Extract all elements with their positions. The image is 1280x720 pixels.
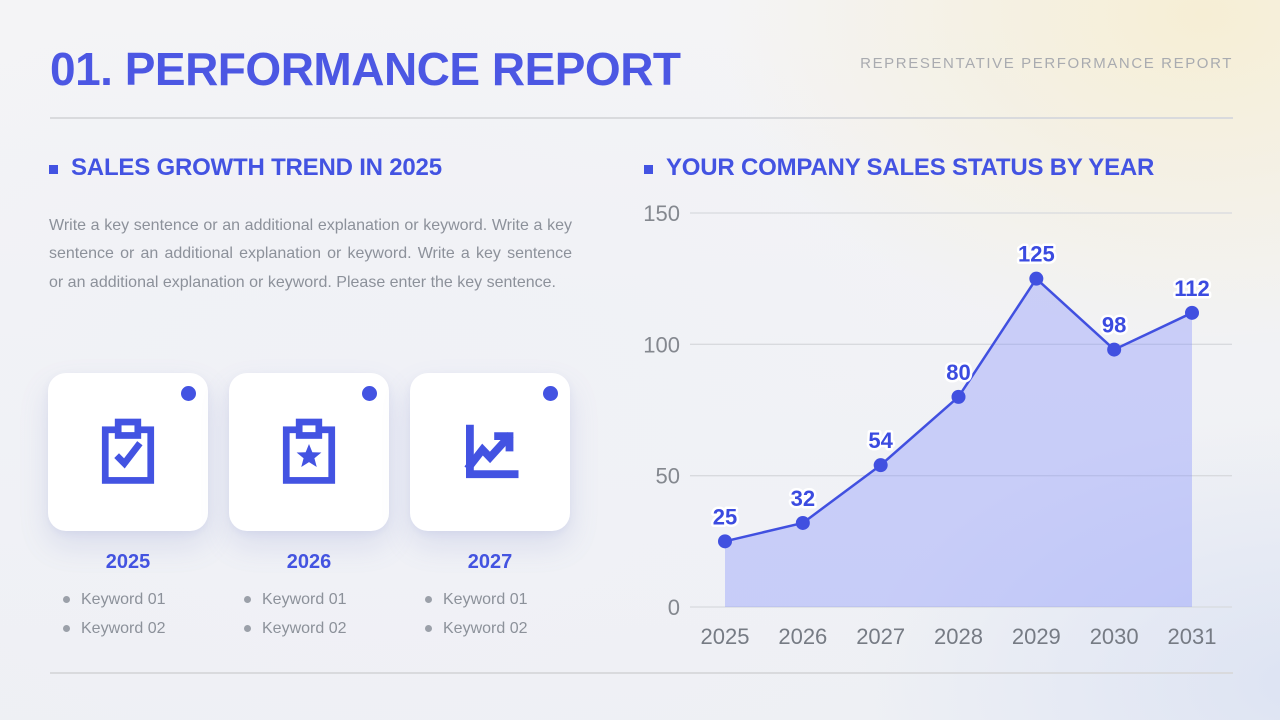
dot-bullet-icon bbox=[244, 596, 251, 603]
svg-text:150: 150 bbox=[643, 201, 680, 226]
card-year-label: 2027 bbox=[467, 551, 513, 573]
keyword-item: Keyword 02 bbox=[244, 614, 389, 643]
svg-text:2026: 2026 bbox=[778, 624, 827, 649]
svg-text:125: 125 bbox=[1018, 242, 1055, 267]
sales-chart-container: 0 50 100 150 25 32 54 80 125 98 112 2025 2026 2027 202… bbox=[640, 195, 1240, 655]
dot-bullet-icon bbox=[425, 596, 432, 603]
page-title: 01. PERFORMANCE REPORT bbox=[50, 43, 681, 95]
keyword-label: Keyword 02 bbox=[81, 619, 166, 637]
svg-text:0: 0 bbox=[668, 595, 680, 620]
keyword-label: Keyword 02 bbox=[443, 619, 528, 637]
intro-paragraph: Write a key sentence or an additional ex… bbox=[49, 217, 572, 291]
svg-text:25: 25 bbox=[713, 504, 737, 529]
keyword-item: Keyword 02 bbox=[425, 614, 570, 643]
clipboard-check-icon bbox=[101, 418, 155, 484]
sales-chart: 0 50 100 150 25 32 54 80 125 98 112 2025 2026 2027 202… bbox=[643, 201, 1232, 649]
year-cards-row: 2025 Keyword 01 Keyword 02 2026 Keyword … bbox=[48, 373, 570, 643]
trend-chart-icon bbox=[464, 424, 519, 479]
keyword-label: Keyword 02 bbox=[262, 619, 347, 637]
card-2027 bbox=[410, 373, 570, 531]
keyword-item: Keyword 01 bbox=[63, 585, 208, 614]
year-card-2027: 2027 Keyword 01 Keyword 02 bbox=[410, 373, 570, 643]
keyword-list: Keyword 01 Keyword 02 bbox=[48, 585, 208, 643]
left-section-heading: SALES GROWTH TREND IN 2025 bbox=[49, 154, 442, 182]
right-heading-label: YOUR COMPANY SALES STATUS BY YEAR bbox=[666, 154, 1155, 181]
square-bullet-icon bbox=[49, 164, 58, 174]
square-bullet-icon bbox=[644, 164, 653, 174]
dot-bullet-icon bbox=[63, 625, 70, 632]
card-year-label: 2025 bbox=[105, 551, 151, 573]
card-2026 bbox=[229, 373, 389, 531]
keyword-item: Keyword 01 bbox=[244, 585, 389, 614]
svg-text:100: 100 bbox=[643, 332, 680, 357]
keyword-label: Keyword 01 bbox=[262, 590, 347, 608]
svg-text:54: 54 bbox=[868, 428, 893, 453]
year-card-2026: 2026 Keyword 01 Keyword 02 bbox=[229, 373, 389, 643]
svg-text:50: 50 bbox=[656, 464, 680, 489]
svg-text:2027: 2027 bbox=[856, 624, 905, 649]
left-heading-label: SALES GROWTH TREND IN 2025 bbox=[71, 154, 442, 181]
keyword-label: Keyword 01 bbox=[81, 590, 166, 608]
card-2025 bbox=[48, 373, 208, 531]
svg-text:2029: 2029 bbox=[1012, 624, 1061, 649]
dot-bullet-icon bbox=[244, 625, 251, 632]
dot-bullet-icon bbox=[425, 625, 432, 632]
card-dot bbox=[362, 386, 377, 401]
header-subtitle: REPRESENTATIVE PERFORMANCE REPORT bbox=[860, 55, 1233, 72]
keyword-list: Keyword 01 Keyword 02 bbox=[410, 585, 570, 643]
svg-text:80: 80 bbox=[946, 360, 970, 385]
keyword-item: Keyword 01 bbox=[425, 585, 570, 614]
svg-text:2030: 2030 bbox=[1090, 624, 1139, 649]
keyword-list: Keyword 01 Keyword 02 bbox=[229, 585, 389, 643]
svg-text:98: 98 bbox=[1102, 313, 1126, 338]
year-card-2025: 2025 Keyword 01 Keyword 02 bbox=[48, 373, 208, 643]
svg-text:112: 112 bbox=[1174, 276, 1210, 301]
dot-bullet-icon bbox=[63, 596, 70, 603]
svg-text:2028: 2028 bbox=[934, 624, 983, 649]
right-section-heading: YOUR COMPANY SALES STATUS BY YEAR bbox=[644, 154, 1154, 182]
keyword-item: Keyword 02 bbox=[63, 614, 208, 643]
svg-text:2025: 2025 bbox=[701, 624, 750, 649]
card-dot bbox=[543, 386, 558, 401]
svg-text:32: 32 bbox=[791, 486, 815, 511]
card-dot bbox=[181, 386, 196, 401]
svg-text:2031: 2031 bbox=[1168, 624, 1217, 649]
clipboard-star-icon bbox=[282, 418, 336, 484]
top-divider bbox=[50, 117, 1233, 119]
card-year-label: 2026 bbox=[286, 551, 332, 573]
bottom-divider bbox=[50, 672, 1233, 674]
keyword-label: Keyword 01 bbox=[443, 590, 528, 608]
